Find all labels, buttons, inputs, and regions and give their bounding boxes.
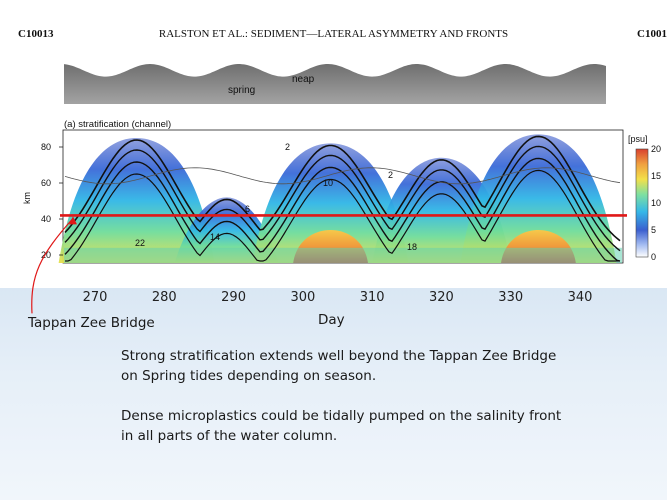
x-tick-label: 330: [498, 290, 523, 305]
tappan-zee-pointer: [31, 218, 74, 314]
y-tick-label: 40: [41, 214, 51, 224]
caption-2-line-b: in all parts of the water column.: [121, 428, 338, 444]
chart-title: (a) stratification (channel): [64, 119, 171, 130]
contour-label: 18: [407, 242, 417, 252]
x-tick-label: 280: [152, 290, 177, 305]
spring-label: spring: [228, 85, 255, 96]
paper-header-title: RALSTON ET AL.: SEDIMENT—LATERAL ASYMMET…: [158, 28, 509, 40]
y-tick-label: 20: [41, 250, 51, 260]
contour-line: [64, 135, 621, 242]
contour-line: [64, 157, 621, 262]
contour-label: 2: [285, 142, 290, 152]
paper-header-page-right: C1001: [637, 28, 667, 40]
caption-1-line-b: on Spring tides depending on season.: [121, 368, 377, 384]
colorbar: [635, 148, 649, 258]
x-tick-label: 270: [83, 290, 108, 305]
tidal-envelope: [64, 64, 606, 104]
stratification-lobe: [58, 138, 215, 263]
y-axis-label: km: [22, 192, 32, 204]
y-tick-label: 60: [41, 178, 51, 188]
contour-label: 14: [210, 232, 220, 242]
x-axis-label: Day: [318, 312, 345, 328]
contour-label: 2: [388, 170, 393, 180]
stratification-lobe: [252, 143, 409, 263]
x-tick-label: 310: [360, 290, 385, 305]
contour-label: 6: [245, 204, 250, 214]
stratification-lobe: [174, 197, 279, 263]
contour-line: [65, 169, 620, 262]
paper-header-page-left: C10013: [18, 28, 54, 40]
x-tick-label: 340: [568, 290, 593, 305]
x-tick-label: 300: [290, 290, 315, 305]
colorbar-tick-label: 15: [651, 171, 661, 181]
colorbar-tick-label: 20: [651, 144, 661, 154]
y-tick-label: 80: [41, 142, 51, 152]
contour-line-outer: [64, 167, 621, 185]
caption-2-line-a: Dense microplastics could be tidally pum…: [121, 408, 562, 424]
colorbar-tick-label: 5: [651, 225, 656, 235]
colorbar-tick-label: 10: [651, 198, 661, 208]
contour-label: 22: [135, 238, 145, 248]
caption-block-1: Strong stratification extends well beyon…: [121, 346, 556, 386]
colorbar-tick-label: 0: [651, 252, 656, 262]
x-tick-label: 290: [221, 290, 246, 305]
neap-label: neap: [292, 74, 315, 85]
stratification-lobe: [460, 134, 617, 263]
contour-line: [64, 145, 621, 252]
caption-1-line-a: Strong stratification extends well beyon…: [121, 348, 557, 364]
colorbar-unit: [psu]: [628, 134, 648, 144]
lower-stratification-band: [64, 247, 622, 263]
tappan-zee-label: Tappan Zee Bridge: [28, 315, 155, 331]
tappan-zee-arrowhead: [69, 216, 77, 225]
x-tick-label: 320: [429, 290, 454, 305]
caption-block-2: Dense microplastics could be tidally pum…: [121, 406, 561, 446]
contour-label: 10: [323, 178, 333, 188]
